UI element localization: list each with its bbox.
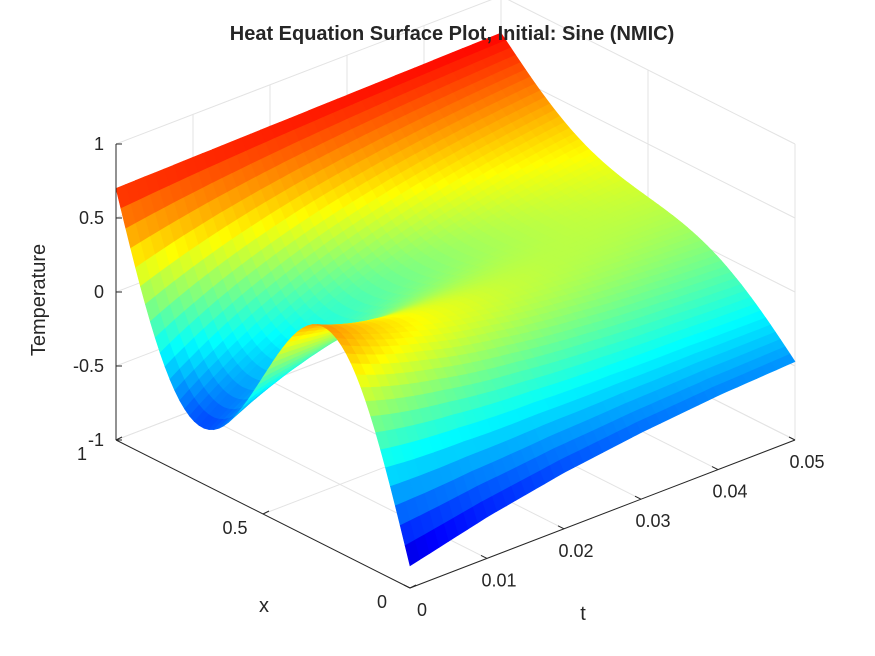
t-axis-label: t <box>580 603 586 625</box>
grid-line <box>507 0 796 145</box>
x-tick-mark <box>262 510 270 515</box>
t-tick-mark <box>634 495 642 500</box>
t-tick-mark <box>788 436 796 441</box>
t-tick-label: 0.05 <box>789 452 824 472</box>
x-tick-label: 1 <box>77 444 87 464</box>
z-tick-label: 0.5 <box>79 208 104 228</box>
t-tick-mark <box>711 466 719 471</box>
t-tick-label: 0.01 <box>481 570 516 590</box>
t-tick-label: 0.03 <box>635 511 670 531</box>
x-axis-label: x <box>259 595 269 617</box>
z-tick-label: 0 <box>94 282 104 302</box>
x-tick-label: 0.5 <box>222 518 247 538</box>
temperature-surface <box>115 32 796 567</box>
t-tick-mark <box>557 525 565 530</box>
z-tick-label: -0.5 <box>73 356 104 376</box>
grid-line <box>115 0 492 145</box>
surface-patch <box>404 539 420 567</box>
t-tick-mark <box>403 584 411 589</box>
axes-lines <box>115 143 796 589</box>
x-tick-mark <box>409 584 417 589</box>
t-axis-line <box>409 439 796 589</box>
z-tick-label: -1 <box>88 430 104 450</box>
z-axis-label: Temperature <box>28 244 50 356</box>
z-tick-label: 1 <box>94 134 104 154</box>
t-tick-mark <box>480 554 488 559</box>
t-tick-label: 0.04 <box>712 482 747 502</box>
x-tick-label: 0 <box>377 592 387 612</box>
grid-line <box>500 69 796 219</box>
chart-title: Heat Equation Surface Plot, Initial: Sin… <box>230 23 674 45</box>
t-tick-label: 0.02 <box>558 541 593 561</box>
t-tick-label: 0 <box>417 600 427 620</box>
